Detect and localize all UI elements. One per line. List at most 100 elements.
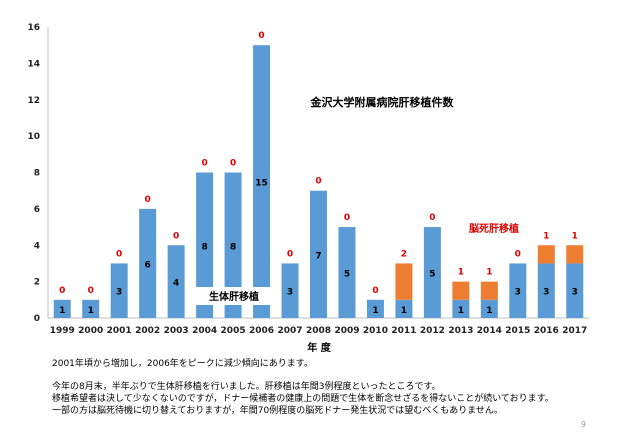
data-label-brain-death: 0 — [230, 159, 236, 169]
data-label-brain-death: 0 — [116, 249, 122, 259]
data-label-brain-death: 0 — [344, 213, 350, 223]
y-tick-label: 8 — [34, 169, 40, 179]
data-labels: 1 0 1 0 3 0 6 0 4 0 8 0 8 0 15 0 3 0 7 0 5 0 1 0 1 2 5 0 1 1 1 1 3 0 3 1 3 1 — [59, 31, 578, 316]
chart-title: 金沢大学附属病院肝移植件数 — [310, 95, 455, 109]
x-tick-label: 2006 — [249, 326, 274, 336]
y-tick-label: 10 — [27, 132, 40, 142]
bar-living-donor — [537, 263, 555, 318]
data-label-brain-death: 1 — [572, 231, 578, 241]
x-tick-label: 2015 — [505, 326, 530, 336]
data-label-living-donor: 1 — [486, 306, 492, 316]
bar-living-donor — [480, 299, 498, 318]
bar-living-donor — [395, 299, 413, 318]
bars — [53, 45, 584, 318]
bar-living-donor — [509, 263, 527, 318]
x-tick-label: 2003 — [164, 326, 189, 336]
x-tick-label: 2000 — [78, 326, 103, 336]
page-number: 9 — [580, 420, 586, 429]
data-label-living-donor: 5 — [344, 270, 350, 280]
data-label-brain-death: 0 — [59, 286, 65, 296]
data-label-brain-death: 0 — [258, 31, 264, 41]
bar-living-donor — [338, 227, 356, 318]
bar-brain-death — [566, 245, 584, 264]
x-tick-label: 2012 — [420, 326, 445, 336]
data-label-living-donor: 3 — [543, 288, 549, 298]
y-tick-label: 4 — [34, 241, 40, 251]
y-tick-label: 12 — [27, 96, 40, 106]
data-label-living-donor: 1 — [88, 306, 94, 316]
bar-brain-death — [395, 263, 413, 300]
bar-living-donor — [196, 172, 214, 318]
bar-living-donor — [310, 190, 327, 318]
x-tick-label: 1999 — [50, 326, 75, 336]
y-tick-label: 2 — [34, 278, 40, 288]
bar-living-donor — [452, 299, 470, 318]
x-tick-label: 2001 — [107, 326, 132, 336]
data-label-brain-death: 0 — [429, 213, 435, 223]
data-label-brain-death: 0 — [145, 195, 151, 205]
bar-living-donor — [224, 172, 242, 318]
data-label-living-donor: 1 — [458, 306, 464, 316]
data-label-brain-death: 0 — [88, 286, 94, 296]
bar-brain-death — [452, 281, 470, 300]
note-line-1: 2001年頃から増加し，2006年をピークに減少傾向にあります。 — [52, 359, 313, 369]
data-label-brain-death: 0 — [201, 159, 207, 169]
data-label-living-donor: 1 — [59, 306, 65, 316]
data-label-brain-death: 1 — [486, 268, 492, 278]
data-label-brain-death: 0 — [515, 249, 521, 259]
data-label-brain-death: 0 — [315, 177, 321, 187]
data-label-living-donor: 3 — [287, 288, 293, 298]
data-label-brain-death: 2 — [401, 249, 407, 259]
bar-living-donor — [139, 208, 157, 318]
bar-living-donor — [281, 263, 299, 318]
bar-living-donor — [110, 263, 128, 318]
bar-living-donor — [82, 299, 100, 318]
note-line-4: 一部の方は脳死待機に切り替えておりますが，年間70例程度の脳死ドナー発生状況では… — [52, 406, 503, 416]
data-label-living-donor: 8 — [230, 242, 236, 252]
data-label-living-donor: 3 — [515, 288, 521, 298]
y-tick-label: 0 — [34, 314, 40, 324]
data-label-living-donor: 15 — [255, 179, 268, 189]
x-tick-label: 2007 — [277, 326, 302, 336]
data-label-brain-death: 0 — [287, 249, 293, 259]
data-label-living-donor: 1 — [401, 306, 407, 316]
data-label-brain-death: 0 — [372, 286, 378, 296]
data-label-brain-death: 1 — [458, 268, 464, 278]
legend-living-donor-label: 生体肝移植 — [209, 290, 259, 303]
x-tick-label: 2002 — [135, 326, 160, 336]
data-label-living-donor: 1 — [372, 306, 378, 316]
note-line-2: 今年の8月末，半年ぶりで生体肝移植を行いました。肝移植は年間3例程度といったとこ… — [52, 382, 441, 392]
bar-living-donor — [423, 227, 441, 318]
x-tick-label: 2016 — [534, 326, 559, 336]
bar-brain-death — [480, 281, 498, 300]
y-tick-label: 16 — [27, 23, 40, 33]
data-label-living-donor: 4 — [173, 279, 179, 289]
x-axis-label: 年 度 — [307, 341, 331, 354]
legend-brain-death-label: 脳死肝移植 — [469, 222, 519, 235]
data-label-living-donor: 8 — [201, 242, 207, 252]
bar-living-donor — [167, 245, 185, 318]
x-tick-label: 2011 — [391, 326, 416, 336]
data-label-living-donor: 5 — [429, 270, 435, 280]
x-tick-label: 2005 — [221, 326, 246, 336]
data-label-living-donor: 6 — [145, 260, 151, 270]
y-tick-label: 6 — [34, 205, 40, 215]
bar-living-donor — [566, 263, 584, 318]
data-label-living-donor: 3 — [572, 288, 578, 298]
data-label-brain-death: 1 — [543, 231, 549, 241]
x-tick-label: 2009 — [334, 326, 359, 336]
x-tick-label: 2017 — [562, 326, 587, 336]
data-label-living-donor: 3 — [116, 288, 122, 298]
bar-brain-death — [537, 245, 555, 264]
bar-living-donor — [366, 299, 384, 318]
x-tick-label: 2010 — [363, 326, 388, 336]
note-line-3: 移植希望者は決して少なくないのですが，ドナー候補者の健康上の問題で生体を断念せざ… — [52, 394, 554, 404]
data-label-living-donor: 7 — [315, 251, 321, 261]
y-tick-label: 14 — [27, 59, 40, 69]
bar-living-donor — [53, 299, 71, 318]
x-tick-label: 2008 — [306, 326, 331, 336]
legend-living-donor: 生体肝移植 — [196, 287, 272, 305]
bar-living-donor — [253, 45, 271, 318]
